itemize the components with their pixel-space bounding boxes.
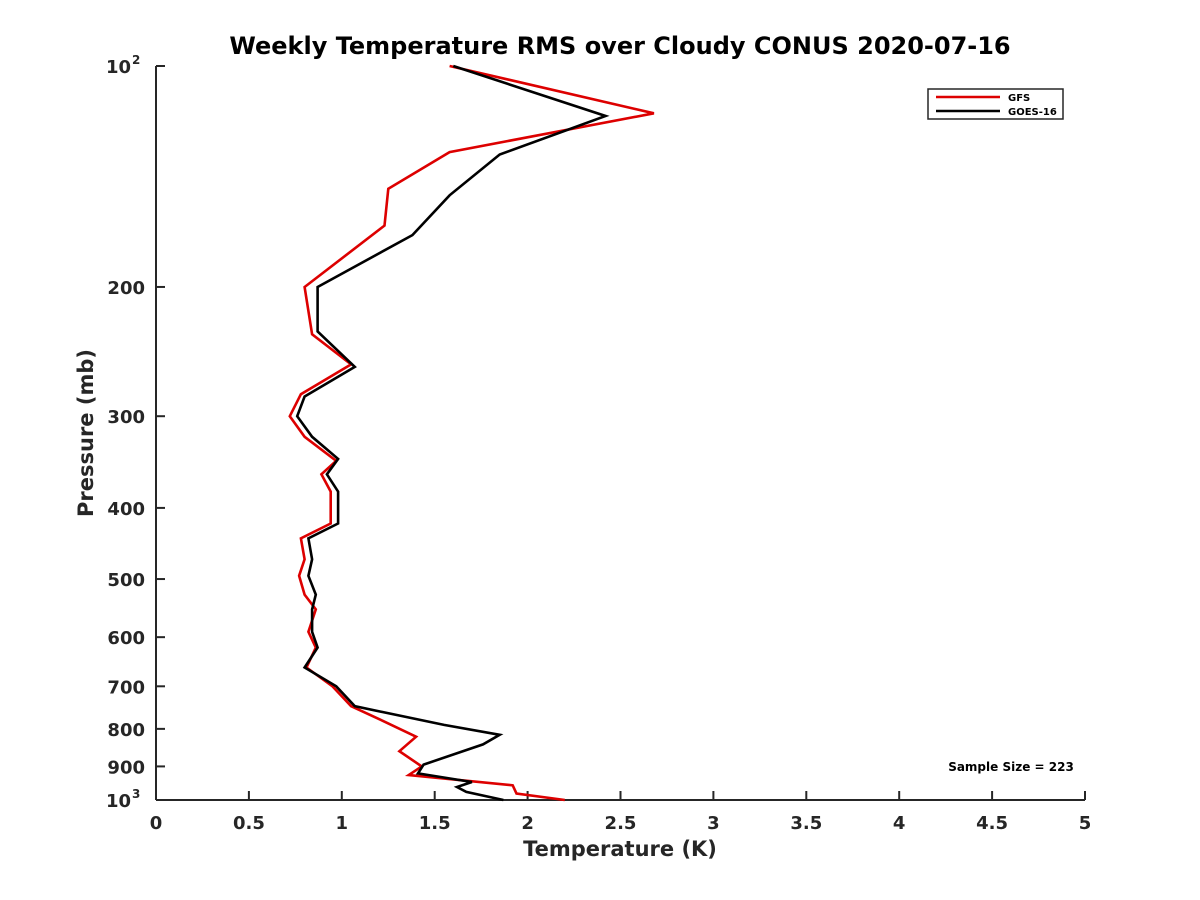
chart-legend: GFS GOES-16: [927, 88, 1064, 120]
y-tick-label: 10: [106, 57, 131, 78]
x-tick-label: 1: [336, 813, 349, 834]
x-tick-label: 4.5: [976, 813, 1008, 834]
x-tick-label: 5: [1079, 813, 1092, 834]
y-tick-label: 700: [107, 677, 145, 698]
legend-entry-label: GFS: [1008, 93, 1030, 104]
x-tick-label: 1.5: [419, 813, 451, 834]
x-tick-label: 2: [521, 813, 534, 834]
y-tick-label: 10: [106, 791, 131, 812]
y-tick-label: 900: [107, 757, 145, 778]
y-tick-label: 800: [107, 720, 145, 741]
y-tick-label: 600: [107, 628, 145, 649]
y-tick-label: 500: [107, 570, 145, 591]
x-axis-label: Temperature (K): [523, 837, 717, 861]
y-axis-label: Pressure (mb): [74, 349, 98, 517]
x-tick-label: 0.5: [233, 813, 265, 834]
y-tick-exponent: 2: [132, 53, 140, 67]
sample-size-annotation: Sample Size = 223: [948, 760, 1074, 774]
x-tick-label: 4: [893, 813, 906, 834]
x-tick-label: 3.5: [790, 813, 822, 834]
plot-area: 0 0.5 1 1.5 2 2.5 3 3.5 4 4.5 510 22003004005006007…: [106, 53, 1091, 834]
x-tick-label: 2.5: [605, 813, 637, 834]
x-tick-label: 3: [707, 813, 720, 834]
series-line-gfs: [288, 64, 655, 802]
y-tick-label: 400: [107, 499, 145, 520]
x-tick-label: 0: [150, 813, 163, 834]
y-tick-label: 200: [107, 278, 145, 299]
legend-entry-label: GOES-16: [1008, 107, 1057, 118]
y-tick-exponent: 3: [132, 787, 140, 801]
chart-title: Weekly Temperature RMS over Cloudy CONUS…: [229, 32, 1010, 60]
series-line-goes-16: [295, 64, 610, 802]
legend-box: [927, 88, 1064, 120]
y-tick-label: 300: [107, 407, 145, 428]
